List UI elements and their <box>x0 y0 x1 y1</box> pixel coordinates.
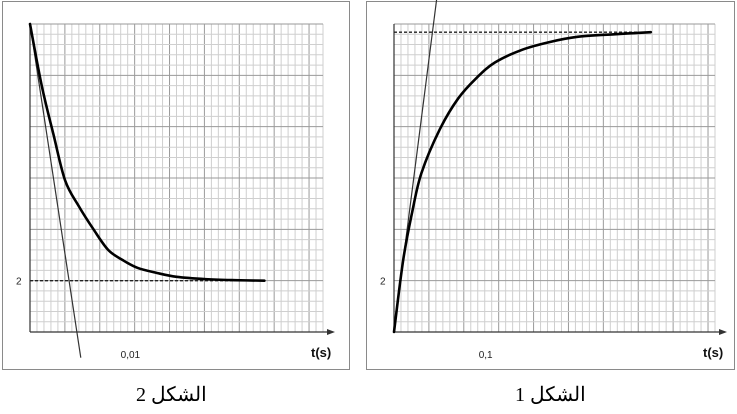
x-axis-arrow <box>327 329 335 335</box>
x-tick-label: 0,1 <box>479 350 493 361</box>
x-axis-arrow <box>719 329 727 335</box>
figure-1-caption: الشكل 1 <box>515 384 586 406</box>
series-line <box>392 30 653 334</box>
figure-2-caption: الشكل 2 <box>136 384 207 406</box>
y-tick-label: 2 <box>16 277 22 288</box>
y-tick-label: 2 <box>380 277 386 288</box>
x-axis-label: t(s) <box>311 345 331 360</box>
grid <box>29 23 324 333</box>
tangent-line <box>29 23 82 358</box>
figure-2-panel: t(s) 0,01 2 <box>2 1 350 370</box>
series-line <box>28 22 266 282</box>
grid <box>393 23 716 333</box>
figure-1-chart: t(s) 0,1 2 <box>380 0 727 361</box>
figure-2-chart: t(s) 0,01 2 <box>16 22 335 361</box>
x-axis-label: t(s) <box>703 345 723 360</box>
x-tick-label: 0,01 <box>121 350 141 361</box>
figure-1-panel: t(s) 0,1 2 <box>366 0 735 370</box>
